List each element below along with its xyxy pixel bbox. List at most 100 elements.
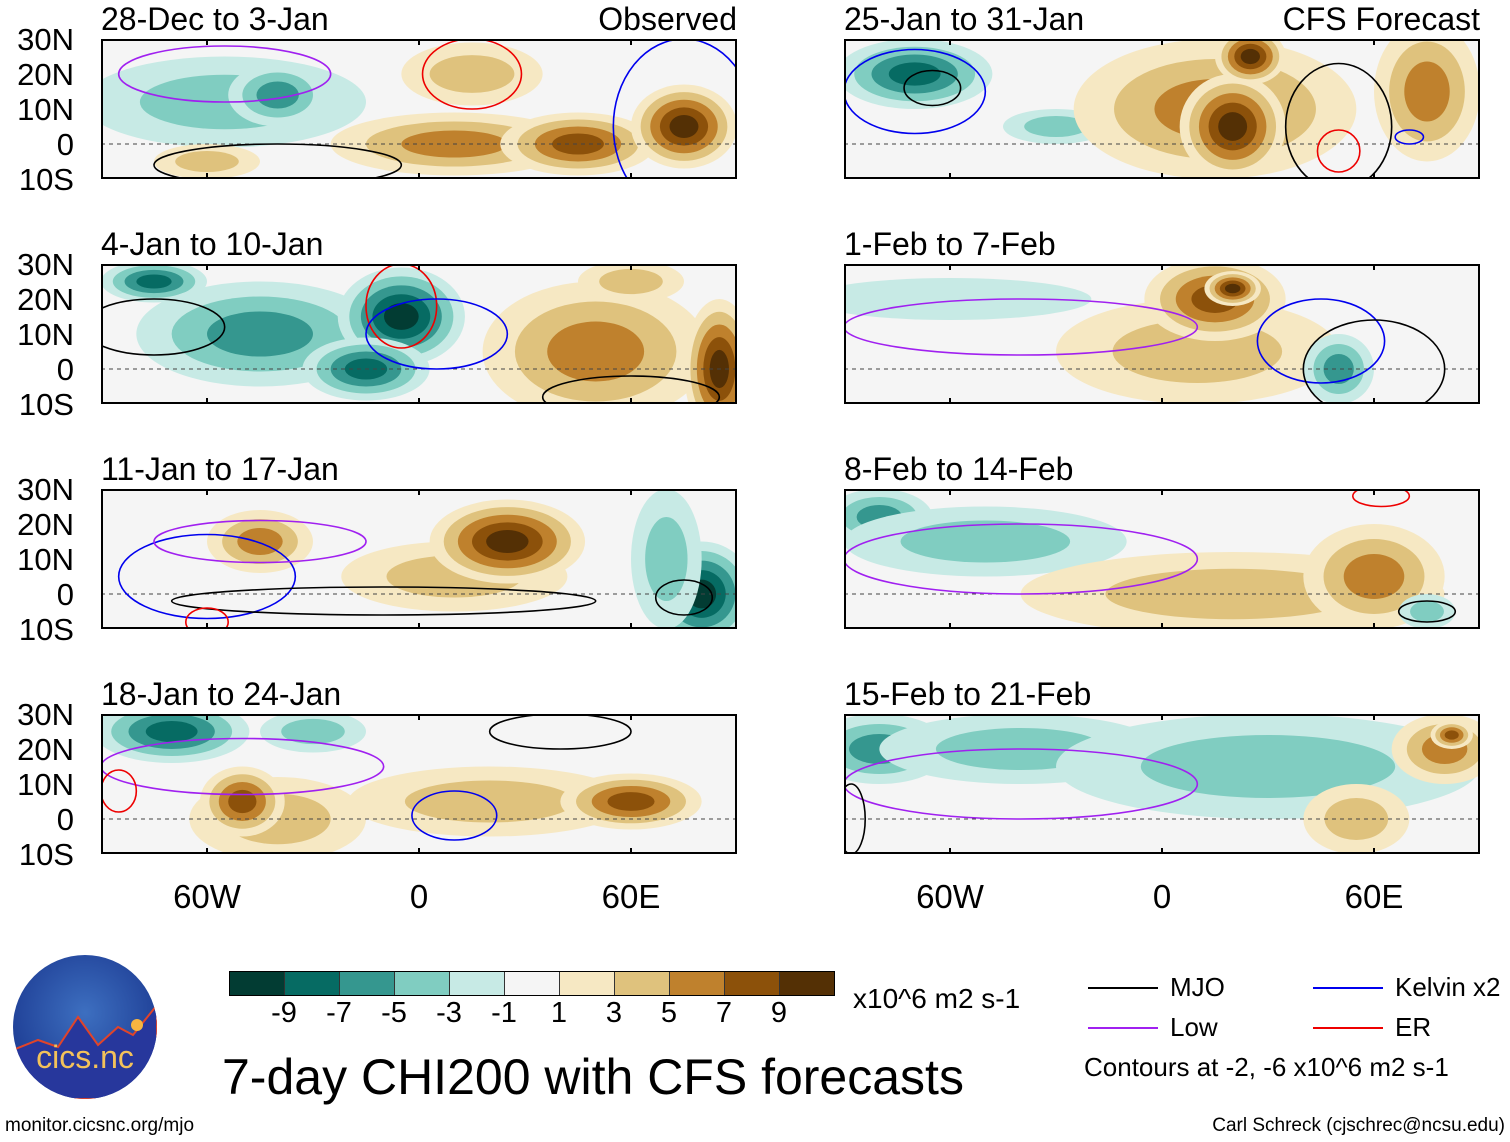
- panel-frame: [844, 264, 1480, 404]
- colorbar-tick-label: -7: [326, 997, 352, 1029]
- lat-label: 10N: [17, 542, 74, 577]
- panel-frame: [844, 714, 1480, 854]
- colorbar-tick-label: -5: [381, 997, 407, 1029]
- colorbar-units: x10^6 m2 s-1: [853, 983, 1021, 1014]
- anomaly-shading: [547, 321, 645, 382]
- lat-label: 0: [56, 577, 74, 612]
- mjo-contour: [153, 143, 403, 179]
- colorbar-swatch: [780, 972, 834, 995]
- colorbar-swatch: [670, 972, 725, 995]
- panel-title: 25-Jan to 31-Jan: [844, 1, 1085, 37]
- lat-label: 30N: [17, 472, 74, 507]
- colorbar-tick-label: 9: [770, 997, 788, 1029]
- panel-title: 28-Dec to 3-Jan: [101, 1, 329, 37]
- anomaly-shading: [599, 268, 663, 295]
- panel-title: 18-Jan to 24-Jan: [101, 676, 342, 712]
- legend-label: MJO: [1170, 972, 1225, 1002]
- anomaly-shading: [1218, 112, 1248, 141]
- panel-title: 15-Feb to 21-Feb: [844, 676, 1092, 712]
- lat-label: 20N: [17, 57, 74, 92]
- colorbar-swatch: [725, 972, 780, 995]
- figure-title: 7-day CHI200 with CFS forecasts: [222, 1049, 964, 1105]
- anomaly-shading: [1024, 116, 1088, 137]
- lat-label: 0: [56, 802, 74, 837]
- panel-frame: [101, 39, 737, 179]
- colorbar-swatch: [505, 972, 560, 995]
- panel-title: 4-Jan to 10-Jan: [101, 226, 324, 262]
- kelvin-contour: [117, 533, 297, 620]
- map-panel: [844, 264, 1480, 404]
- anomaly-shading: [228, 789, 257, 814]
- panel-frame: [844, 39, 1480, 179]
- lon-label: 60E: [601, 878, 661, 915]
- lat-label: 30N: [17, 22, 74, 57]
- anomaly-shading: [1323, 354, 1354, 384]
- panel-title: 1-Feb to 7-Feb: [844, 226, 1056, 262]
- low-contour: [844, 523, 1199, 595]
- colorbar-tick-label: -9: [271, 997, 297, 1029]
- footer-url[interactable]: monitor.cicsnc.org/mjo: [5, 1115, 195, 1136]
- map-panel: [101, 714, 737, 854]
- kelvin-contour: [411, 790, 498, 841]
- legend-label: Low: [1170, 1012, 1218, 1042]
- contour-note: Contours at -2, -6 x10^6 m2 s-1: [1084, 1052, 1449, 1082]
- colorbar: [229, 971, 835, 996]
- anomaly-shading: [1410, 601, 1444, 622]
- colorbar-swatch: [450, 972, 505, 995]
- legend-line: [1088, 1027, 1158, 1029]
- anomaly-shading: [175, 151, 239, 172]
- map-panel: [844, 714, 1480, 854]
- anomaly-shading: [1343, 554, 1405, 599]
- anomaly-shading: [900, 520, 1071, 563]
- colorbar-swatch: [560, 972, 615, 995]
- cics-logo: cics.nc: [13, 955, 157, 1099]
- lat-label: 30N: [17, 247, 74, 282]
- lat-label: 10S: [18, 837, 74, 872]
- kelvin-contour: [365, 298, 509, 370]
- mjo-contour: [1302, 319, 1446, 404]
- mjo-contour: [903, 69, 962, 107]
- panel-frame: [101, 489, 737, 629]
- colorbar-tick-label: 1: [550, 997, 568, 1029]
- panel-frame: [844, 489, 1480, 629]
- panel-title: 11-Jan to 17-Jan: [101, 451, 339, 487]
- colorbar-ticks: -9 -7 -5 -3 -1 1 3 5 7 9: [229, 997, 839, 1031]
- map-panel: [844, 39, 1480, 179]
- anomaly-shading: [256, 81, 299, 109]
- lat-label: 20N: [17, 507, 74, 542]
- anomaly-shading: [136, 274, 172, 289]
- mjo-contour: [170, 586, 597, 616]
- lat-label: 20N: [17, 732, 74, 767]
- low-contour: [153, 519, 367, 564]
- anomaly-shading: [145, 721, 198, 742]
- colorbar-tick-label: -3: [436, 997, 462, 1029]
- er-contour: [1352, 489, 1411, 508]
- map-panel: [101, 264, 737, 404]
- colorbar-tick-label: 7: [715, 997, 733, 1029]
- er-contour: [185, 607, 229, 629]
- anomaly-shading: [669, 115, 699, 138]
- anomaly-shading: [1140, 735, 1396, 798]
- lat-label: 10N: [17, 317, 74, 352]
- lat-label: 0: [56, 127, 74, 162]
- er-contour: [101, 769, 138, 813]
- er-contour: [1316, 129, 1361, 173]
- anomaly-shading: [486, 530, 529, 553]
- er-contour: [421, 39, 523, 110]
- colorbar-swatch: [615, 972, 670, 995]
- colorbar-swatch: [230, 972, 285, 995]
- anomaly-shading: [1240, 48, 1260, 65]
- anomaly-shading: [383, 303, 419, 330]
- mjo-contour: [541, 375, 721, 404]
- lon-label: 0: [1152, 878, 1172, 915]
- kelvin-contour: [1256, 298, 1386, 384]
- lat-label: 10S: [18, 612, 74, 647]
- lon-label: 60W: [173, 878, 241, 915]
- lon-label: 0: [409, 878, 429, 915]
- kelvin-contour: [844, 48, 987, 135]
- panel-frame: [101, 264, 737, 404]
- anomaly-shading: [844, 278, 1092, 320]
- forecast-label: CFS Forecast: [1282, 1, 1480, 37]
- legend-label: ER: [1395, 1012, 1432, 1042]
- anomaly-shading: [607, 792, 655, 811]
